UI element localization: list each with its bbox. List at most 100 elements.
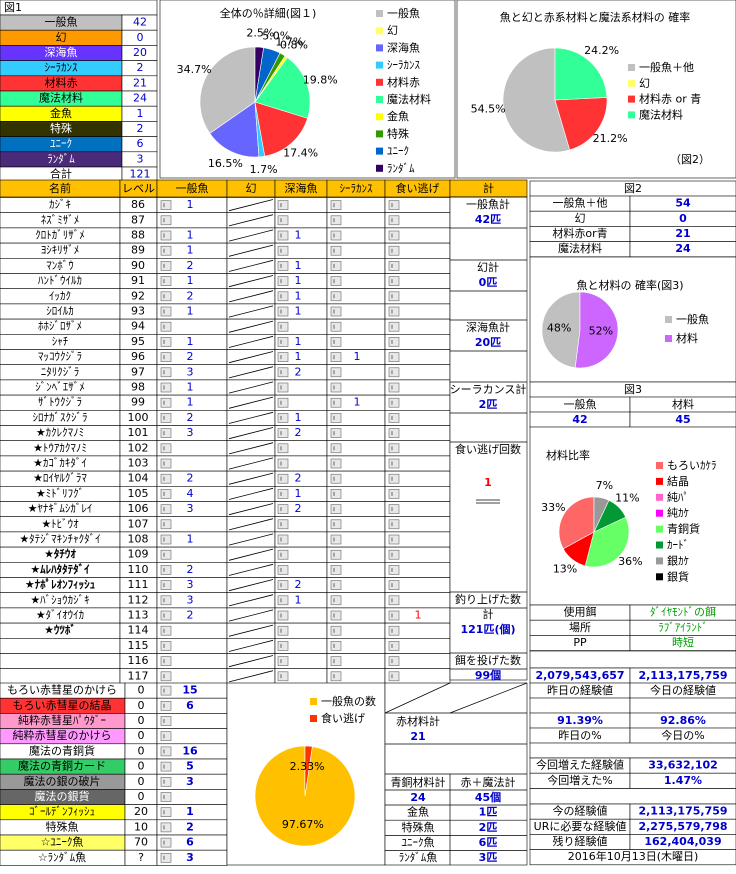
table-title: 図3 [624, 383, 642, 396]
cell-icon [160, 822, 172, 833]
fish-level: 90 [131, 259, 145, 272]
row-value: 0 [679, 212, 687, 225]
slice-label: 34.7% [177, 63, 212, 76]
material-name: 魔法の銀の破片 [24, 774, 101, 788]
cell-icon [330, 458, 342, 469]
fish-count: 2匹 [479, 821, 498, 834]
row-value: ﾀﾞｲﾔﾓﾝﾄﾞの餌 [650, 605, 716, 619]
table-cell [0, 653, 121, 669]
fish-level: 110 [128, 563, 149, 576]
cell-slash [228, 381, 274, 394]
legend-label: ﾗﾝﾀﾞﾑ [387, 162, 415, 175]
cell-icon [277, 519, 289, 530]
fish-level: 98 [131, 381, 145, 394]
fish-name: ﾆﾀﾘｸｼﾞﾗ [41, 365, 80, 378]
row-value: 2,113,175,759 [638, 805, 727, 818]
cell-slash [228, 351, 274, 364]
fish-name: ★ﾀﾃｼﾞﾏｷﾝﾁｬｸﾀﾞｲ [19, 533, 100, 546]
slice-label: 11% [615, 492, 639, 505]
tally-label: 幻計 [477, 260, 499, 274]
count-deep: 1 [295, 289, 302, 302]
header-text: ｼｰﾗｶﾝｽ [340, 182, 373, 195]
legend-count: 24 [133, 92, 147, 105]
slice-label: 52% [589, 324, 613, 337]
fish-name: ★ﾀﾁｳｵ [44, 548, 76, 561]
cell-icon [330, 641, 342, 651]
material-name: もろい赤彗星のかけら [7, 684, 117, 697]
pie-slice [254, 46, 264, 103]
exp-value: 2,079,543,657 [535, 669, 624, 682]
cell-icon [160, 534, 172, 545]
material-level: ? [138, 851, 144, 864]
row-label: PP [573, 636, 587, 649]
count-general: 3 [187, 593, 194, 606]
bait-value: 99個 [475, 668, 501, 682]
cell-icon [277, 337, 289, 347]
fish-level: 86 [131, 198, 145, 211]
legend-label: 材料赤 or 青 [639, 92, 701, 106]
legend-label: 結晶 [667, 474, 689, 488]
row-label: 材料赤or青 [552, 226, 607, 240]
count-escape: 1 [415, 609, 422, 622]
fish-level: 97 [131, 365, 145, 378]
cell-icon [330, 580, 342, 590]
pie-slice [254, 57, 311, 119]
cell-icon [160, 610, 172, 621]
cell-icon [388, 595, 400, 606]
material-count: 1 [186, 805, 194, 818]
cell-slash [228, 609, 274, 622]
legend-swatch [376, 27, 383, 35]
bait-label: 餌を投げた数 [455, 653, 521, 667]
escape-count: 1 [484, 476, 492, 489]
fish-level: 95 [131, 335, 145, 348]
cell-icon [160, 746, 172, 757]
tally-label: 一般魚計 [466, 197, 510, 211]
cell-slash [228, 487, 274, 500]
cell-slash [228, 335, 274, 348]
slice-label: 21.2% [593, 132, 628, 145]
cell-icon [330, 549, 342, 560]
legend-label: 幻 [639, 77, 650, 90]
fish-level: 91 [131, 274, 145, 287]
legend-count: 20 [133, 46, 147, 59]
tally-label: 深海魚計 [466, 320, 510, 334]
legend-swatch [376, 61, 383, 69]
tally-value: 0匹 [479, 276, 498, 289]
cell-slash [228, 442, 274, 455]
legend-label: 材料赤 [387, 75, 420, 89]
count-deep: 2 [295, 426, 302, 439]
header-text: 名前 [49, 181, 71, 195]
cell-icon [160, 489, 172, 499]
row-label: 今の経験値 [553, 804, 608, 818]
pie-slice [199, 46, 256, 134]
row-value: 時短 [672, 635, 694, 649]
cell-icon [277, 413, 289, 423]
count-general: 1 [187, 274, 194, 287]
cell-icon [160, 685, 172, 696]
cell-icon [160, 656, 172, 666]
fish-name: ｼﾛﾅｶﾞｽｸｼﾞﾗ [33, 411, 88, 424]
row-value: 1.47% [664, 774, 702, 787]
cell-slash [228, 275, 274, 288]
cell-icon [160, 519, 172, 530]
cell-icon [160, 671, 172, 682]
cell-icon [277, 489, 289, 499]
fish-name: ★ﾐﾄﾞﾘﾌｸﾞ [36, 487, 84, 500]
material-count: 3 [186, 851, 194, 864]
cell-icon [330, 291, 342, 302]
cell-icon [330, 625, 342, 636]
legend-swatch [628, 79, 635, 87]
legend-swatch [656, 462, 663, 469]
legend-swatch [376, 164, 383, 172]
date: 2016年10月13日(木曜日) [568, 849, 699, 863]
pie-slice [502, 47, 571, 153]
count-general: 3 [187, 502, 194, 515]
cell-icon [160, 245, 172, 256]
cell-icon [160, 716, 172, 726]
tally-value: 42匹 [475, 213, 501, 226]
fish-level: 117 [128, 669, 149, 682]
material-name: 魔法の青銅カード [18, 759, 106, 773]
slice-label: 2.33% [290, 760, 325, 773]
